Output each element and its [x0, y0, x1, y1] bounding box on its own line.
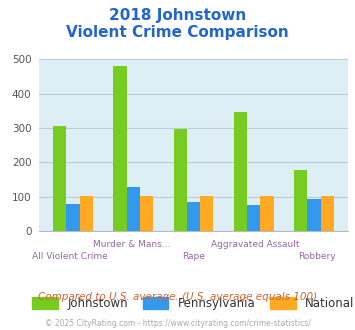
Text: Rape: Rape — [182, 251, 205, 261]
Text: Compared to U.S. average. (U.S. average equals 100): Compared to U.S. average. (U.S. average … — [38, 292, 317, 302]
Bar — [234, 112, 247, 231]
Bar — [294, 170, 307, 231]
Bar — [113, 66, 127, 231]
Bar — [321, 196, 334, 231]
Text: © 2025 CityRating.com - https://www.cityrating.com/crime-statistics/: © 2025 CityRating.com - https://www.city… — [45, 319, 310, 328]
Bar — [80, 196, 93, 231]
Bar — [140, 196, 153, 231]
Text: Violent Crime Comparison: Violent Crime Comparison — [66, 25, 289, 40]
Bar — [260, 196, 274, 231]
Text: 2018 Johnstown: 2018 Johnstown — [109, 8, 246, 23]
Bar — [200, 196, 213, 231]
Bar — [187, 202, 200, 231]
Text: All Violent Crime: All Violent Crime — [32, 251, 108, 261]
Bar — [66, 204, 80, 231]
Legend: Johnstown, Pennsylvania, National: Johnstown, Pennsylvania, National — [28, 292, 355, 314]
Bar — [127, 187, 140, 231]
Text: Robbery: Robbery — [298, 251, 336, 261]
Bar — [247, 205, 260, 231]
Bar — [307, 199, 321, 231]
Bar — [53, 126, 66, 231]
Bar — [174, 129, 187, 231]
Text: Aggravated Assault: Aggravated Assault — [211, 241, 300, 249]
Text: Murder & Mans...: Murder & Mans... — [93, 241, 170, 249]
